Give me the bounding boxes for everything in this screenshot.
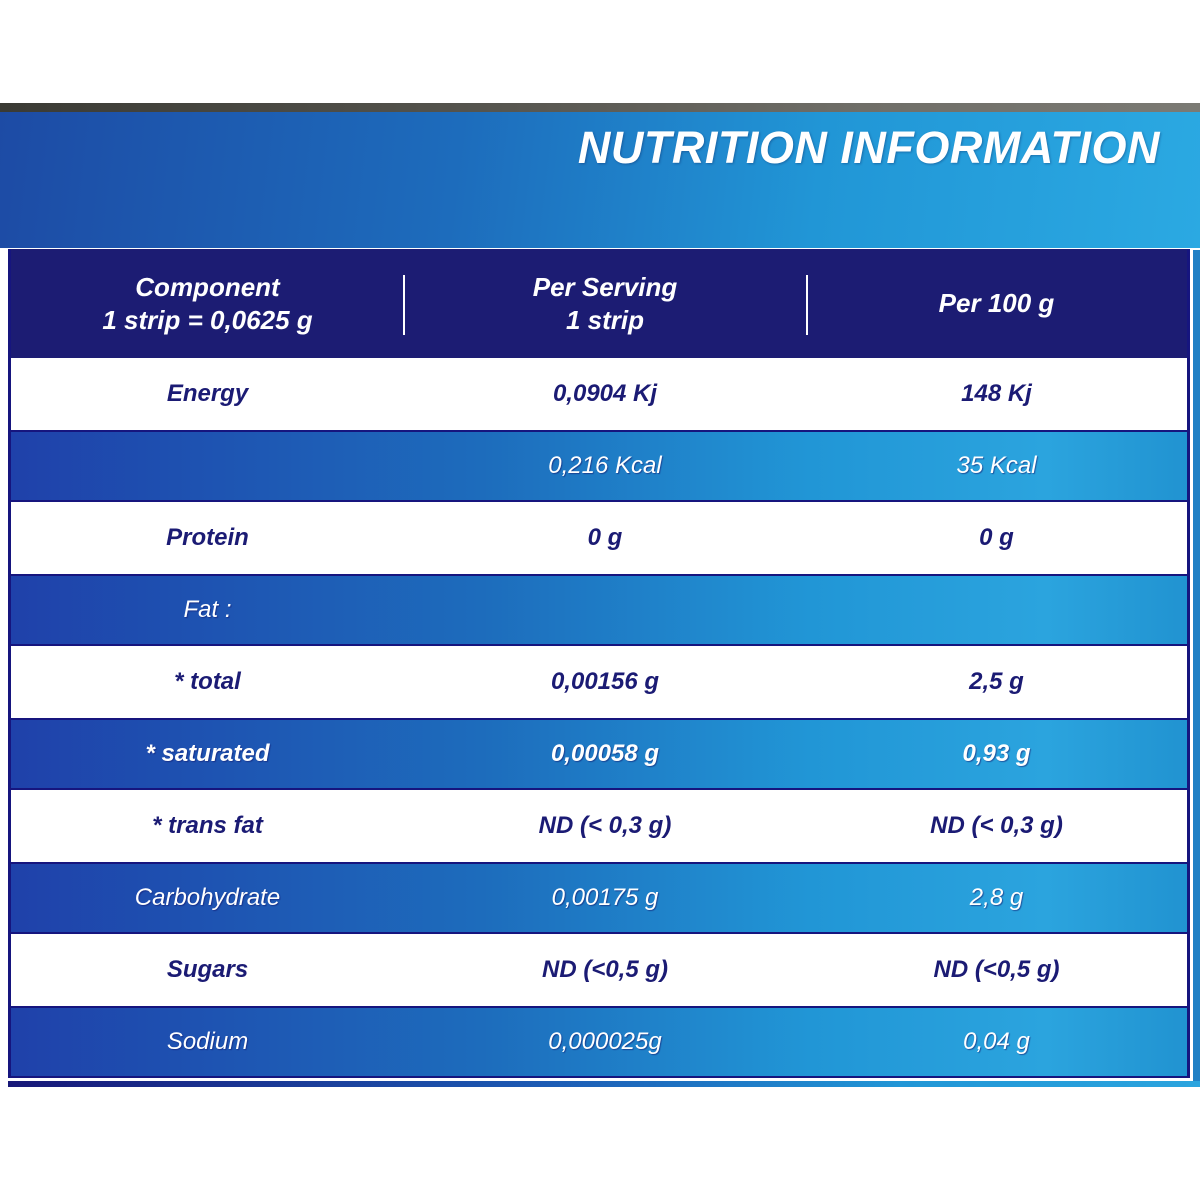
column-header-per-serving: Per Serving 1 strip (404, 271, 806, 337)
column-header-per-serving-line1: Per Serving (532, 271, 678, 302)
component-cell: Fat : (183, 596, 232, 623)
per-100g-cell: ND (<0,5 g) (933, 956, 1060, 983)
component-cell: * saturated (145, 740, 270, 767)
per-serving-cell: 0,00058 g (550, 740, 660, 767)
per-serving-cell: 0,0904 Kj (552, 380, 658, 407)
table-row: Energy 0,0904 Kj 148 Kj (11, 358, 1187, 430)
table-row: * trans fat ND (< 0,3 g) ND (< 0,3 g) (11, 790, 1187, 862)
title-banner: NUTRITION INFORMATION (0, 112, 1200, 248)
column-header-component-line2: 1 strip = 0,0625 g (102, 304, 313, 335)
table-bottom-border (8, 1081, 1200, 1087)
page-title: NUTRITION INFORMATION (577, 122, 1160, 173)
component-cell: Sugars (166, 956, 249, 983)
per-100g-cell: ND (< 0,3 g) (930, 812, 1063, 839)
header-divider-2 (806, 275, 808, 335)
component-cell: Carbohydrate (134, 884, 281, 911)
per-100g-cell: 148 Kj (961, 380, 1032, 407)
per-100g-cell: 35 Kcal (956, 452, 1037, 479)
per-100g-cell: 0,04 g (963, 1028, 1030, 1055)
column-header-per-100g-line1: Per 100 g (938, 288, 1055, 318)
table-row: Sodium 0,000025g 0,04 g (11, 1006, 1187, 1078)
column-header-component: Component 1 strip = 0,0625 g (11, 271, 404, 337)
table-row: 0,216 Kcal 35 Kcal (11, 430, 1187, 502)
table-row: * total 0,00156 g 2,5 g (11, 646, 1187, 718)
per-serving-cell: 0,00175 g (551, 884, 659, 911)
per-100g-cell: 0,93 g (962, 740, 1031, 767)
component-cell: * total (174, 668, 241, 695)
per-serving-cell: ND (< 0,3 g) (538, 812, 672, 839)
per-serving-cell: 0,000025g (548, 1028, 662, 1055)
header-divider-1 (403, 275, 405, 335)
per-100g-cell: 2,5 g (969, 668, 1024, 695)
table-header-row: Component 1 strip = 0,0625 g Per Serving… (11, 249, 1187, 358)
component-cell: Sodium (166, 1028, 249, 1055)
column-header-per-serving-line2: 1 strip (565, 304, 645, 335)
per-serving-cell: 0,00156 g (550, 668, 660, 695)
column-header-component-line1: Component (135, 271, 280, 302)
per-serving-cell: 0 g (587, 524, 623, 551)
top-divider-strip (0, 103, 1200, 112)
table-row: Sugars ND (<0,5 g) ND (<0,5 g) (11, 934, 1187, 1006)
table-row: * saturated 0,00058 g 0,93 g (11, 718, 1187, 790)
component-cell: * trans fat (152, 812, 263, 839)
component-cell: Protein (166, 524, 249, 551)
nutrition-table: Component 1 strip = 0,0625 g Per Serving… (8, 249, 1190, 1078)
table-right-border (1193, 250, 1200, 1087)
per-100g-cell: 2,8 g (969, 884, 1024, 911)
per-100g-cell: 0 g (979, 524, 1014, 551)
table-row: Carbohydrate 0,00175 g 2,8 g (11, 862, 1187, 934)
per-serving-cell: 0,216 Kcal (548, 452, 662, 479)
table-row: Fat : (11, 574, 1187, 646)
component-cell: Energy (166, 380, 249, 407)
table-row: Protein 0 g 0 g (11, 502, 1187, 574)
per-serving-cell: ND (<0,5 g) (541, 956, 669, 983)
table-body: Energy 0,0904 Kj 148 Kj 0,216 Kcal 35 Kcal Pr… (11, 358, 1187, 1078)
column-header-per-100g: Per 100 g (806, 287, 1187, 320)
